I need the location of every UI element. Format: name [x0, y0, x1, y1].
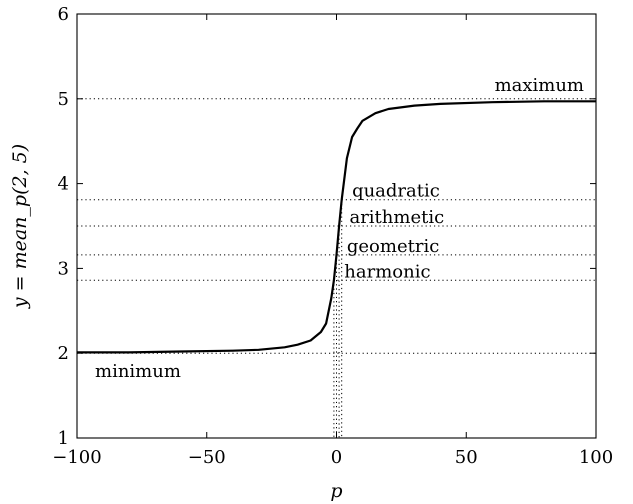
y-axis-label: y = mean_p(2, 5) — [9, 144, 31, 309]
y-tick-label: 4 — [58, 174, 69, 195]
annotation-minimum: minimum — [95, 361, 181, 382]
annotations: maximum quadratic arithmetic geometric harmo… — [95, 75, 584, 382]
reference-lines — [77, 98, 596, 438]
x-tick-label: 50 — [455, 447, 478, 468]
annotation-quadratic: quadratic — [352, 181, 440, 202]
axis-ticks: −100 −50 0 50 100 1 2 3 4 5 6 — [52, 4, 613, 468]
y-tick-label: 6 — [58, 4, 69, 25]
mean-curve — [77, 100, 596, 354]
y-tick-label: 3 — [58, 258, 69, 279]
x-tick-label: 100 — [579, 447, 613, 468]
annotation-geometric: geometric — [347, 236, 439, 257]
x-tick-label: −100 — [52, 447, 101, 468]
x-axis-label: p — [330, 480, 342, 502]
annotation-maximum: maximum — [495, 75, 584, 96]
annotation-arithmetic: arithmetic — [349, 207, 444, 228]
x-tick-label: 0 — [331, 447, 342, 468]
annotation-harmonic: harmonic — [344, 261, 430, 282]
y-tick-label: 5 — [58, 89, 69, 110]
y-tick-label: 1 — [58, 428, 69, 449]
y-tick-label: 2 — [58, 343, 69, 364]
plot-frame — [76, 13, 597, 439]
x-tick-label: −50 — [188, 447, 226, 468]
